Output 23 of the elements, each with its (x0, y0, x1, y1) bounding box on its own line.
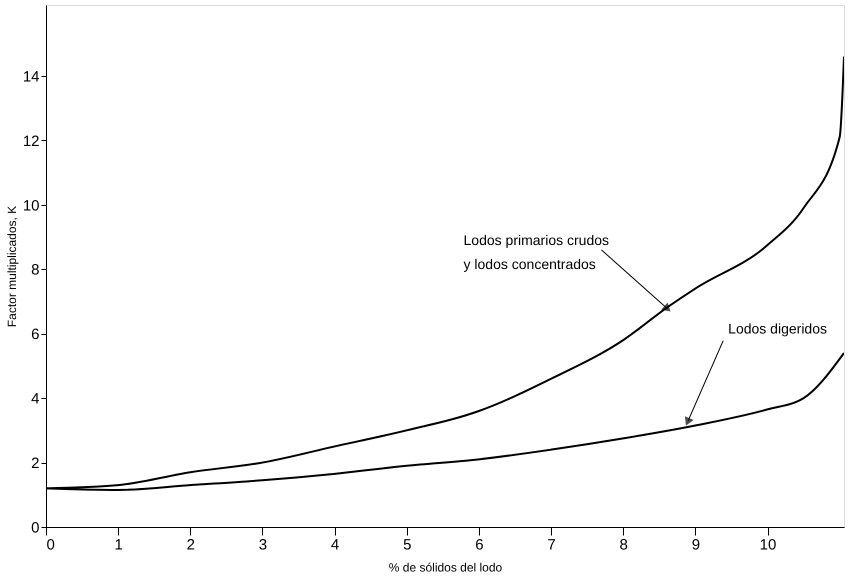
y-axis-title: Factor multiplicados, K (4, 206, 19, 328)
x-tick-label: 2 (186, 536, 195, 554)
x-tick-label: 9 (692, 536, 700, 554)
y-tick-label: 10 (22, 197, 40, 214)
annotation: Lodos primarios crudos y lodos concentrados (464, 232, 610, 272)
x-tick-label: 10 (760, 536, 776, 554)
x-axis-title: % de sólidos del lodo (388, 560, 503, 574)
x-tick-label: 5 (403, 536, 412, 554)
x-tick-label: 0 (46, 536, 55, 554)
x-tick-label: 4 (330, 536, 340, 554)
y-tick-label: 4 (31, 390, 40, 408)
x-tick-label: 3 (258, 536, 268, 554)
x-tick-label: 7 (547, 536, 556, 554)
y-tick-label: 6 (31, 326, 40, 344)
x-tick-label: 8 (620, 536, 628, 554)
y-tick-label: 8 (31, 262, 40, 279)
annotation: Lodos digeridos (728, 320, 828, 337)
y-tick-label: 2 (31, 455, 40, 472)
y-tick-label: 14 (22, 68, 40, 86)
x-tick-label: 1 (114, 536, 123, 554)
y-tick-label: 12 (22, 132, 40, 150)
x-tick-label: 6 (475, 536, 484, 554)
y-tick-label: 0 (31, 520, 40, 536)
